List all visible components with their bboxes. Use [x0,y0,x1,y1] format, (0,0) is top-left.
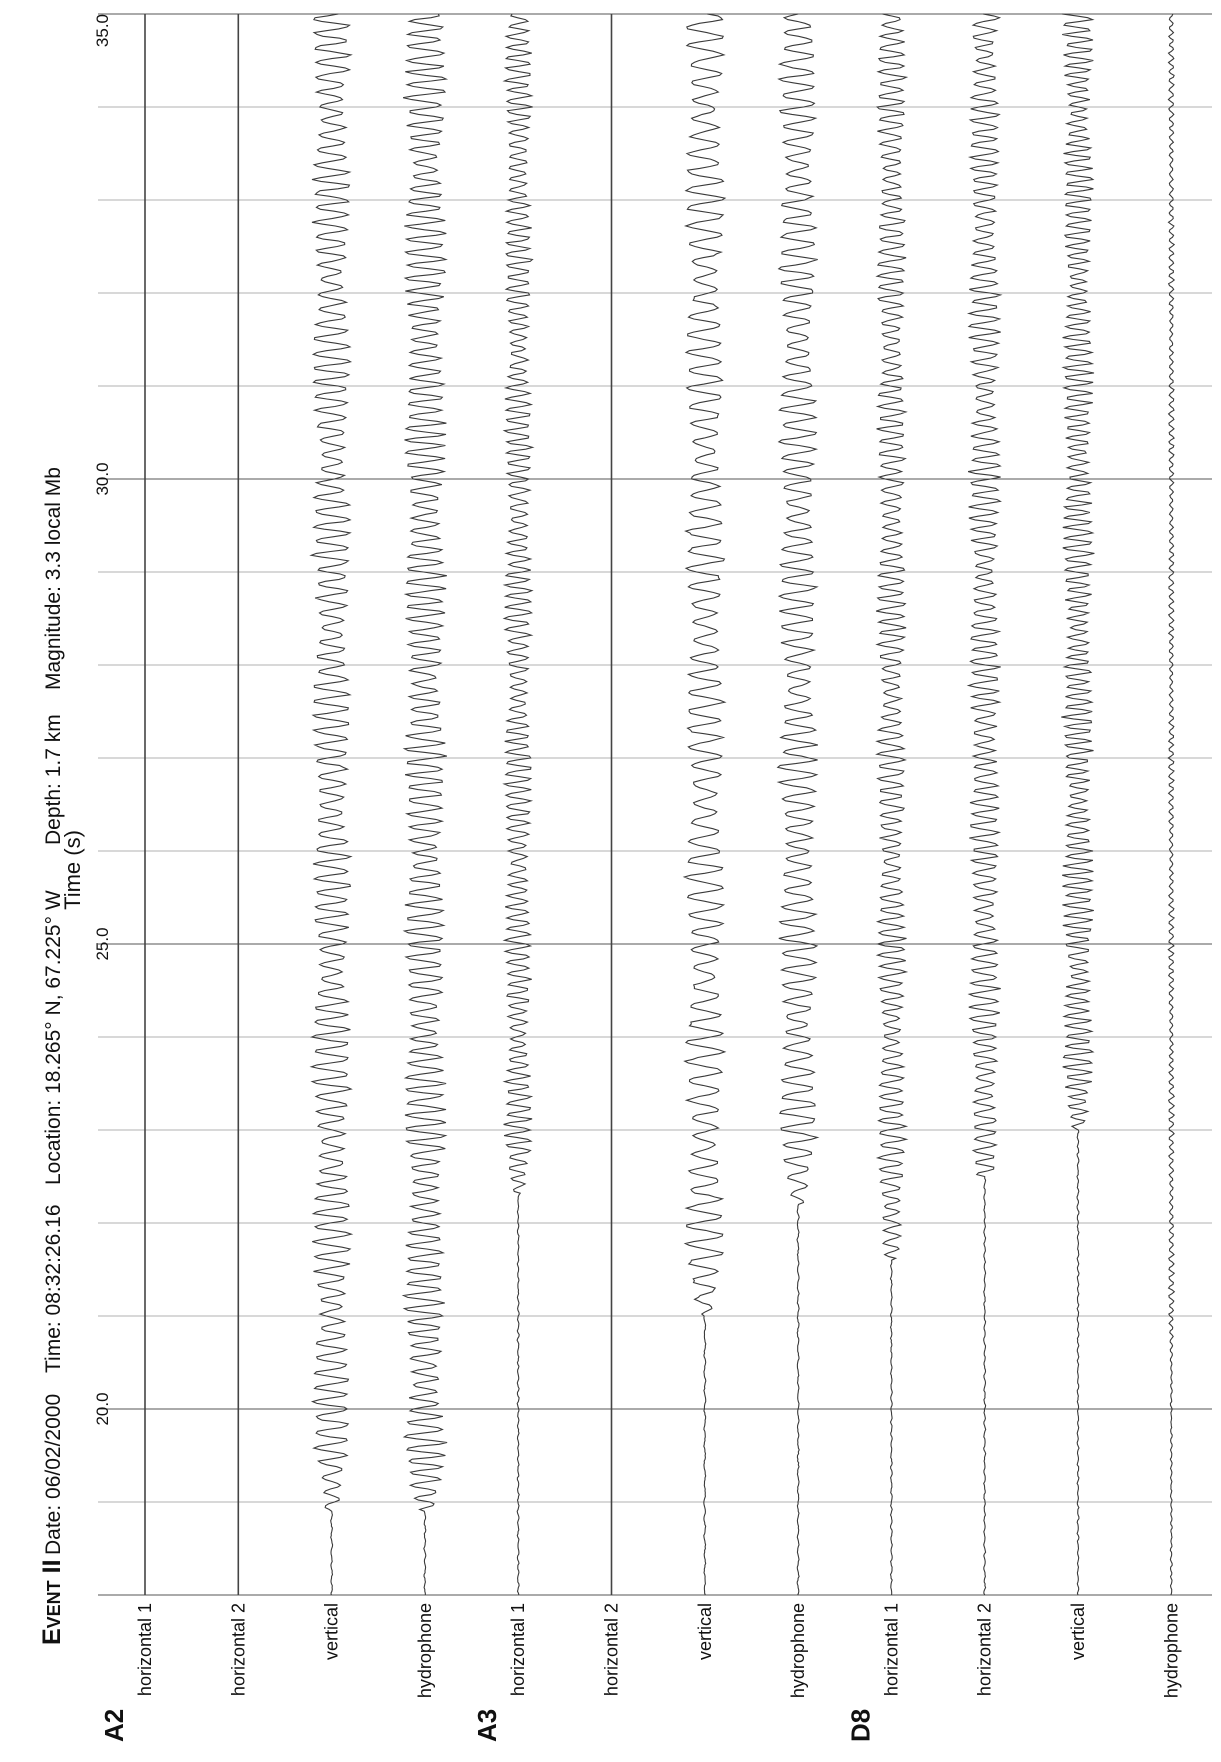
station-label: D8 [845,1709,875,1742]
waveform [1167,13,1176,1596]
event-magnitude: Magnitude: 3.3 local Mb [42,467,65,690]
time-tick-labels: 20.0 25.0 30.0 35.0 [93,14,112,1426]
event-time: Time: 08:32:26.16 [42,1205,65,1374]
channel-label: hydrophone [415,1603,435,1698]
channel-labels: horizontal 1 horizontal 2 vertical hydropho… [135,1603,1181,1698]
event-depth: Depth: 1.7 km [42,714,65,845]
waveform [309,13,354,1596]
x-tick-label: 25.0 [93,927,112,960]
x-axis-label: Time (s) [60,830,85,910]
channel-label: horizontal 1 [881,1603,901,1696]
channel-label: horizontal 1 [135,1603,155,1696]
channel-label: horizontal 1 [508,1603,528,1696]
station-labels: A2 A3 D8 [99,1709,875,1742]
waveform [875,13,909,1596]
x-tick-label: 30.0 [93,462,112,495]
channel-label: horizontal 2 [228,1603,248,1696]
channel-label: vertical [1068,1603,1088,1660]
waveform [966,13,1003,1596]
station-label: A2 [99,1709,129,1742]
waveform [401,13,449,1596]
waveform [682,13,727,1596]
waveform [502,13,535,1596]
channel-label: vertical [322,1603,342,1660]
x-tick-label: 35.0 [93,14,112,47]
channel-label: hydrophone [1161,1603,1181,1698]
waveform [776,13,820,1596]
station-label: A3 [472,1709,502,1742]
waveform-traces [144,13,1176,1596]
event-location: Location: 18.265° N, 67.225° W [42,890,65,1185]
event-header: Event II Date: 06/02/2000 Time: 08:32:26… [38,467,66,1645]
waveform [1061,13,1095,1596]
x-tick-label: 20.0 [93,1392,112,1425]
channel-label: hydrophone [788,1603,808,1698]
channel-label: vertical [695,1603,715,1660]
event-label: Event II [38,1559,66,1645]
event-date: Date: 06/02/2000 [42,1394,65,1555]
time-gridlines [98,13,1212,1596]
channel-label: horizontal 2 [975,1603,995,1696]
channel-label: horizontal 2 [602,1603,622,1696]
